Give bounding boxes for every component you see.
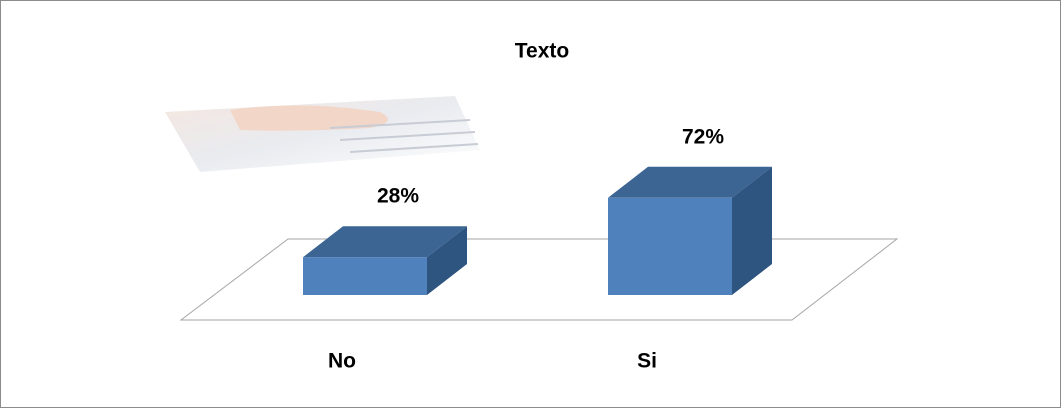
- floor: [179, 238, 899, 321]
- data-label: 72%: [682, 125, 724, 148]
- bar: [608, 197, 732, 295]
- bar-top: [608, 166, 772, 198]
- data-label: 28%: [377, 185, 419, 208]
- bar-top: [303, 226, 467, 258]
- chart-title: Texto: [515, 40, 569, 63]
- bar: [303, 257, 427, 295]
- bar-side: [732, 166, 772, 295]
- bar-side: [427, 226, 467, 295]
- x-tick-label: No: [328, 350, 356, 373]
- keyboard-image: [165, 96, 480, 172]
- x-tick-label: Si: [637, 350, 657, 373]
